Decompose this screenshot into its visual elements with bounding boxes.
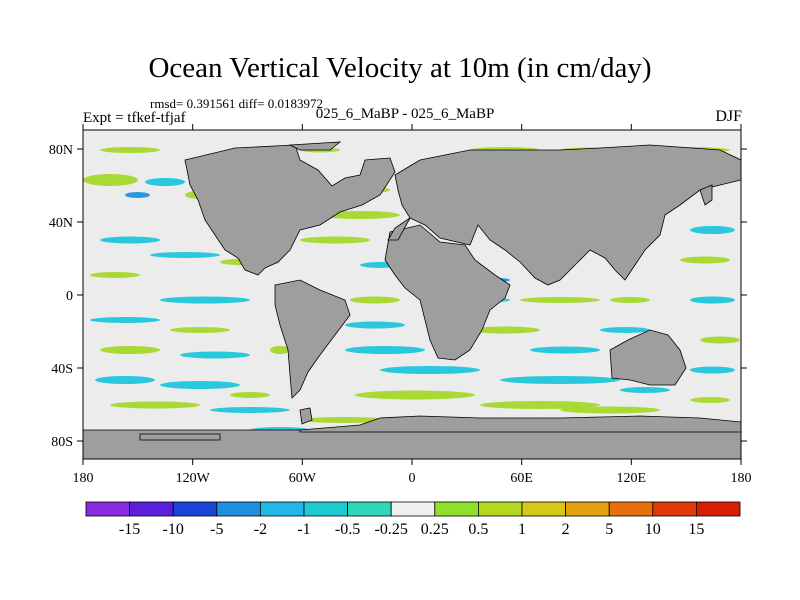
colorbar-swatch	[565, 501, 610, 517]
land-mass-2	[394, 144, 741, 286]
colorbar-label: -2	[254, 521, 267, 538]
colorbar-swatch	[303, 501, 348, 517]
comparison-label: 025_6_MaBP - 025_6_MaBP	[315, 106, 495, 122]
stats-label: rmsd= 0.391561 diff= 0.0183972	[150, 96, 323, 111]
colorbar-label: 5	[605, 521, 613, 538]
colorbar-label: -1	[297, 521, 310, 538]
colorbar-label: -15	[119, 521, 140, 538]
lon-tick-label: 60E	[510, 471, 533, 486]
land-mass-3	[384, 224, 511, 361]
lat-tick-label: 40S	[51, 362, 73, 377]
land-mass-11	[699, 184, 713, 206]
land-mass-8	[139, 433, 221, 441]
land-mass-5	[609, 329, 687, 386]
land-mass-1	[288, 141, 342, 151]
colorbar-swatch	[652, 501, 697, 517]
map-area	[83, 130, 741, 459]
colorbar-swatch	[477, 501, 523, 517]
land-mass-0	[184, 144, 396, 276]
experiment-label: Expt = tfkef-tfjaf	[83, 110, 186, 126]
colorbar-label: 2	[562, 521, 570, 538]
lat-tick-label: 80N	[49, 143, 73, 158]
colorbar-swatch	[696, 501, 741, 517]
lon-tick-label: 120W	[176, 471, 211, 486]
colorbar-label: -0.25	[375, 521, 408, 538]
lat-tick-label: 40N	[49, 216, 73, 231]
colorbar-swatch	[390, 501, 436, 517]
season-label: DJF	[715, 108, 742, 125]
lon-tick-label: 180	[73, 471, 94, 486]
lat-tick-label: 80S	[51, 435, 73, 450]
colorbar-label: 10	[645, 521, 661, 538]
colorbar-swatch	[129, 501, 174, 517]
colorbar-swatch	[259, 501, 305, 517]
colorbar-label: -5	[210, 521, 223, 538]
colorbar-swatch	[347, 501, 392, 517]
colorbar-swatch	[172, 501, 218, 517]
colorbar-label: -10	[163, 521, 184, 538]
colorbar-label: 1	[518, 521, 526, 538]
lon-tick-label: 60W	[289, 471, 317, 486]
land-mass-9	[299, 407, 313, 425]
lat-tick-label: 0	[66, 289, 73, 304]
colorbar-swatch	[521, 501, 566, 517]
colorbar-swatch	[608, 501, 654, 517]
colorbar-label: 0.5	[468, 521, 488, 538]
colorbar-label: 15	[688, 521, 704, 538]
colorbar: -15 -10 -5 -2 -1 -0.5 -0.25 0.25 0.5 1 2 5 10 15	[85, 501, 741, 538]
lon-tick-label: 0	[409, 471, 416, 486]
colorbar-swatch	[434, 501, 479, 517]
axis-ticks: 80N 40N 0 40S 80S 180 120W 60W 0 60E 120E 180	[49, 124, 752, 486]
land-mass-7	[299, 415, 741, 433]
lon-tick-label: 180	[731, 471, 752, 486]
land-mass-4	[274, 279, 351, 399]
land-mass-10	[387, 217, 411, 241]
colorbar-swatch	[85, 501, 130, 517]
plot-title: Ocean Vertical Velocity at 10m (in cm/da…	[148, 52, 652, 84]
colorbar-label: -0.5	[335, 521, 360, 538]
colorbar-swatch	[216, 501, 261, 517]
land-mask	[83, 141, 741, 459]
colorbar-label: 0.25	[421, 521, 449, 538]
lon-tick-label: 120E	[617, 471, 647, 486]
